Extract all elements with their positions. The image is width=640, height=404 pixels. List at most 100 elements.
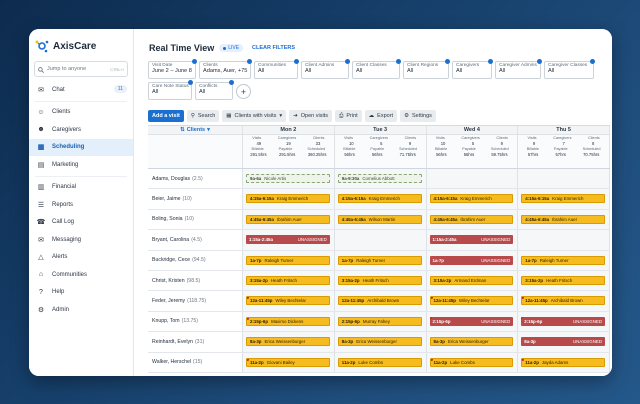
sidebar-item-clients[interactable]: ☺ Clients	[29, 104, 133, 122]
visit-block[interactable]: 4:45a-6:45a Ibrahim Auer	[429, 214, 514, 224]
day-cell[interactable]: 3:15a-2p Heath Fritsch	[243, 270, 335, 291]
day-cell[interactable]: 3:15a-2p Armand Erdman	[426, 270, 519, 291]
visit-block[interactable]: 1a-7p Raleigh Turner	[521, 255, 605, 265]
visit-block[interactable]: 11a-2p Luke Combs	[337, 357, 422, 367]
visit-block[interactable]: 12a-11:45p Archibald Brown	[337, 296, 422, 306]
day-cell[interactable]: 1a-7p Raleigh Turner	[334, 250, 427, 270]
clients-sort-dropdown[interactable]: ⇅ Clients ▾	[180, 127, 210, 133]
sidebar-item-messaging[interactable]: ✉ Messaging	[29, 231, 133, 249]
client-name-cell[interactable]: Adams, Douglas (2.5)	[148, 169, 243, 189]
filter-client-regions[interactable]: Client Regions All	[403, 59, 450, 79]
day-header[interactable]: Mon 2	[243, 126, 335, 134]
sidebar-item-scheduling[interactable]: ▦ Scheduling	[29, 138, 133, 156]
visit-block[interactable]: 8a-3p Erica Weissenburger	[429, 337, 514, 347]
visit-block[interactable]: 12a-11:45p Archibald Brown	[521, 296, 605, 306]
day-cell[interactable]: 4:15a-6:15a Kraig Emmerich	[334, 189, 427, 209]
sidebar-item-marketing[interactable]: ▤ Marketing	[29, 156, 133, 174]
visit-block[interactable]: 4:15a-6:15a Kraig Emmerich	[521, 194, 605, 204]
filter-info-icon[interactable]	[445, 59, 450, 64]
filter-info-icon[interactable]	[345, 59, 350, 64]
sidebar-item-help[interactable]: ? Help	[29, 284, 133, 302]
day-cell[interactable]: 1:15a-2:45a UNASSIGNED	[426, 230, 519, 250]
filter-info-icon[interactable]	[192, 59, 197, 64]
day-cell[interactable]	[518, 230, 610, 250]
add-filter-button[interactable]: +	[236, 84, 251, 99]
day-cell[interactable]: 8a-3p Erica Weissenburger	[243, 332, 335, 352]
visit-block[interactable]: 9a-9:30a Cornelius Abbott	[337, 174, 422, 183]
day-cell[interactable]: 11a-2p Jayda Adams	[518, 352, 610, 372]
clear-filters-link[interactable]: CLEAR FILTERS	[252, 45, 296, 51]
day-cell[interactable]: 9a-9:30a Cornelius Abbott	[334, 169, 427, 189]
print-button[interactable]: ⎙ Print	[334, 110, 362, 122]
unassigned-visit[interactable]: 1:15a-2:45a UNASSIGNED	[429, 235, 514, 245]
day-cell[interactable]: 11a-2p Luke Combs	[426, 352, 519, 372]
day-cell[interactable]: 9a-6a Nicole Artis	[243, 169, 335, 189]
clients-with-visits-dropdown[interactable]: ▦ Clients with visits ▾	[222, 110, 287, 122]
day-cell[interactable]: 4:45a-6:45a Ibrahim Auer	[518, 209, 610, 230]
filter-caregiver-classes[interactable]: Caregiver Classes All	[544, 59, 595, 79]
filter-info-icon[interactable]	[247, 59, 252, 64]
day-cell[interactable]: 2:15p-6p Murray Fahey	[334, 311, 427, 332]
day-header[interactable]: Wed 4	[427, 126, 519, 134]
day-cell[interactable]: 12a-11:45p Archibald Brown	[518, 291, 610, 311]
day-cell[interactable]: 11a-2p Luke Combs	[334, 352, 427, 372]
day-cell[interactable]: 12a-11:45p Wiley Bechtelar	[243, 291, 335, 311]
sidebar-item-call-log[interactable]: ☎ Call Log	[29, 214, 133, 232]
sidebar-item-admin[interactable]: ⚙ Admin	[29, 301, 133, 319]
day-cell[interactable]	[426, 169, 519, 189]
sidebar-item-communities[interactable]: ⌂ Communities	[29, 266, 133, 284]
day-cell[interactable]: 4:45a-6:45a Wilson Martin	[334, 209, 427, 230]
filter-caregiver-admins[interactable]: Caregiver Admins All	[495, 59, 542, 79]
filter-clients[interactable]: Clients Adams, Auer, +75	[199, 59, 252, 79]
filter-info-icon[interactable]	[229, 80, 234, 85]
filter-info-icon[interactable]	[590, 59, 595, 64]
client-name-cell[interactable]: Christ, Kristen (98.5)	[148, 270, 243, 291]
open-visits-button[interactable]: ➜ Open visits	[289, 110, 332, 122]
sidebar-item-financial[interactable]: ▥ Financial	[29, 179, 133, 197]
filter-client-classes[interactable]: Client Classes All	[352, 59, 401, 79]
unassigned-visit[interactable]: 8a-3p UNASSIGNED	[521, 337, 605, 347]
client-name-cell[interactable]: Knupp, Tom (13.75)	[148, 311, 243, 332]
day-cell[interactable]: 2:15p-6p UNASSIGNED	[426, 311, 519, 332]
visit-block[interactable]: 1a-7p Raleigh Turner	[246, 255, 330, 265]
client-name-cell[interactable]: Boling, Sonia (10)	[148, 209, 243, 230]
unassigned-visit[interactable]: 2:15p-6p UNASSIGNED	[429, 316, 514, 326]
filter-visit-date[interactable]: Visit Date June 2 – June 8	[148, 59, 197, 79]
visit-block[interactable]: 4:45a-6:45a Ibrahim Auer	[246, 214, 330, 224]
logo[interactable]: AxisCare	[29, 29, 133, 55]
unassigned-visit[interactable]: 1:15a-2:45a UNASSIGNED	[246, 235, 330, 245]
sidebar-item-caregivers[interactable]: ☻ Caregivers	[29, 121, 133, 139]
day-header[interactable]: Thu 5	[518, 126, 610, 134]
client-name-cell[interactable]: Walker, Herschel (15)	[148, 352, 243, 372]
sidebar-item-reports[interactable]: ☰ Reports	[29, 196, 133, 214]
day-cell[interactable]: 1a-7p Raleigh Turner	[518, 250, 610, 270]
day-cell[interactable]: 12a-11:45p Wiley Bechtelar	[426, 291, 519, 311]
visit-block[interactable]: 12a-11:45p Wiley Bechtelar	[246, 296, 330, 306]
export-button[interactable]: ☁ Export	[364, 110, 398, 122]
visit-block[interactable]: 8a-3p Erica Weissenburger	[246, 337, 330, 347]
client-name-cell[interactable]: Reinhardt, Evelyn (31)	[148, 332, 243, 352]
day-cell[interactable]: 8a-3p UNASSIGNED	[518, 332, 610, 352]
day-cell[interactable]: 11a-2p Giovani Bailey	[243, 352, 335, 372]
add-visit-button[interactable]: Add a visit	[148, 110, 184, 122]
filter-client-admins[interactable]: Client Admins All	[301, 59, 350, 79]
filter-info-icon[interactable]	[537, 59, 542, 64]
visit-block[interactable]: 3:15a-2p Heath Fritsch	[337, 275, 422, 285]
filter-info-icon[interactable]	[396, 59, 401, 64]
filter-info-icon[interactable]	[488, 59, 493, 64]
filter-info-icon[interactable]	[294, 59, 299, 64]
filter-communities[interactable]: Communities All	[254, 59, 299, 79]
visit-block[interactable]: 4:15a-6:15a Kraig Emmerich	[429, 194, 514, 204]
visit-block[interactable]: 11a-2p Luke Combs	[429, 357, 514, 367]
day-cell[interactable]	[334, 230, 427, 250]
day-cell[interactable]: 4:15a-6:15a Kraig Emmerich	[426, 189, 519, 209]
client-name-cell[interactable]: Bryant, Carolina (4.5)	[148, 230, 243, 250]
day-header[interactable]: Tue 3	[335, 126, 427, 134]
visit-block[interactable]: 12a-11:45p Wiley Bechtelar	[429, 296, 514, 306]
client-name-cell[interactable]: Feder, Jeremy (118.75)	[148, 291, 243, 311]
filter-care-note-status[interactable]: Care Note Status All	[148, 80, 193, 100]
visit-block[interactable]: 11a-2p Jayda Adams	[521, 357, 605, 367]
day-cell[interactable]: 2:15p-6p UNASSIGNED	[518, 311, 610, 332]
visit-block[interactable]: 1a-7p Raleigh Turner	[337, 255, 422, 265]
search-button[interactable]: ⚲ Search	[186, 110, 220, 122]
